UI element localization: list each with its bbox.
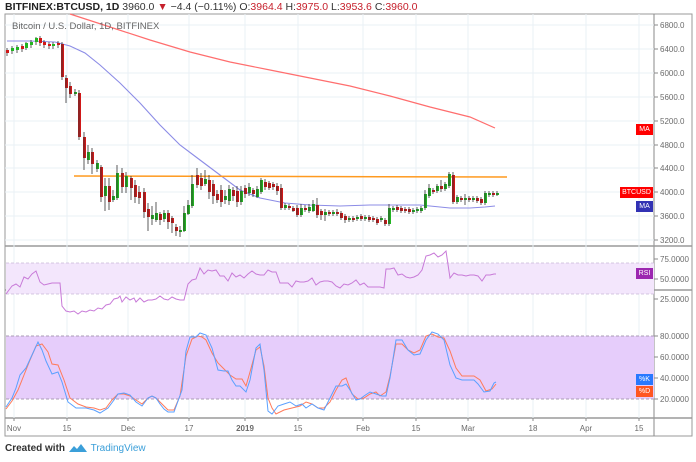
rsi-band (6, 263, 654, 294)
low-value: 3953.6 (339, 1, 372, 13)
symbol-name: BITFINEX:BTCUSD, 1D (5, 1, 120, 13)
close-value: 3960.0 (385, 1, 418, 13)
time-tick: Mar (461, 424, 475, 433)
time-tick: Feb (356, 424, 370, 433)
price-tick: 3600.0 (660, 212, 685, 221)
time-tick: Nov (7, 424, 21, 433)
ma-fast-tag: MA (636, 201, 653, 212)
rsi-tick: 75.0000 (660, 255, 689, 264)
price-gridlines (5, 24, 654, 241)
price-tick: 4800.0 (660, 141, 685, 150)
last-price: 3960.0 (122, 1, 155, 13)
time-tick: 17 (185, 424, 194, 433)
price-axis[interactable]: 6800.0 6400.0 6000.0 5600.0 5200.0 4800.… (654, 21, 685, 245)
price-change: −4.4 (−0.11%) (170, 1, 237, 13)
symbol-header: BITFINEX:BTCUSD, 1D 3960.0 ▼ −4.4 (−0.11… (5, 1, 417, 13)
down-arrow-icon: ▼ (157, 1, 168, 13)
footer-attribution[interactable]: Created with TradingView (5, 443, 146, 454)
price-tick: 6400.0 (660, 45, 685, 54)
open-label: O: (239, 1, 251, 13)
stoch-k-tag: %K (636, 374, 653, 385)
price-tick: 4400.0 (660, 164, 685, 173)
rsi-tick: 50.0000 (660, 275, 689, 284)
stoch-d-tag: %D (636, 386, 653, 397)
stoch-tick: 80.0000 (660, 332, 689, 341)
created-with-label: Created with (5, 443, 66, 454)
high-label: H: (285, 1, 296, 13)
time-tick: Dec (121, 424, 135, 433)
stoch-tick: 20.0000 (660, 395, 689, 404)
stoch-d-line (5, 333, 497, 415)
stoch-tick: 40.0000 (660, 374, 689, 383)
resistance-line (73, 175, 508, 178)
price-tick: 6800.0 (660, 21, 685, 30)
time-tick: 15 (412, 424, 421, 433)
stoch-tick: 60.0000 (660, 353, 689, 362)
high-value: 3975.0 (295, 1, 329, 13)
time-tick-year: 2019 (236, 424, 254, 433)
rsi-axis[interactable]: 75.0000 50.0000 25.0000 (654, 255, 689, 304)
close-label: C: (374, 1, 386, 13)
tradingview-link[interactable]: TradingView (90, 443, 146, 454)
rsi-line (5, 249, 496, 315)
ma-slow-tag: MA (636, 124, 653, 135)
time-axis[interactable]: Nov 15 Dec 17 2019 15 Feb 15 Mar 18 Apr … (7, 418, 644, 433)
chart-legend-title: Bitcoin / U.S. Dollar, 1D, BITFINEX (12, 21, 160, 32)
ma-slow-line (69, 13, 496, 129)
stoch-band (6, 336, 654, 399)
open-value: 3964.4 (250, 1, 283, 13)
price-tick: 5600.0 (660, 93, 685, 102)
price-tick: 5200.0 (660, 117, 685, 126)
candlesticks (6, 36, 499, 237)
price-tick: 6000.0 (660, 69, 685, 78)
low-label: L: (331, 1, 340, 13)
time-tick: 18 (529, 424, 538, 433)
rsi-tick: 25.0000 (660, 295, 689, 304)
time-tick: 15 (635, 424, 644, 433)
price-tick: 4000.0 (660, 188, 685, 197)
time-tick: 15 (294, 424, 303, 433)
time-tick: 15 (63, 424, 72, 433)
price-tick: 3200.0 (660, 236, 685, 245)
stoch-k-line (5, 331, 497, 415)
rsi-tag: RSI (636, 268, 653, 279)
time-tick: Apr (580, 424, 593, 433)
btcusd-price-tag: BTCUSD (620, 187, 653, 198)
tradingview-logo-icon (68, 444, 87, 453)
stoch-axis[interactable]: 80.0000 60.0000 40.0000 20.0000 (654, 332, 689, 404)
